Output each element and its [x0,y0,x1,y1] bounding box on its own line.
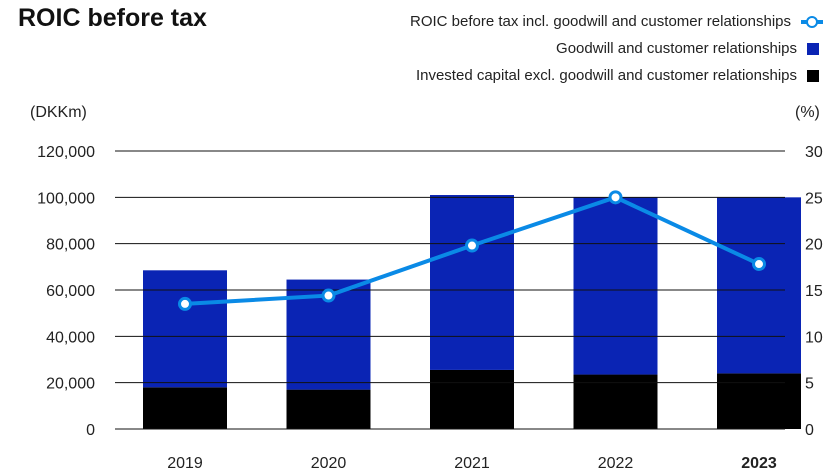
left-axis-unit: (DKKm) [30,104,87,121]
y-left-tick-label: 60,000 [46,283,95,300]
bar-invested-capital-2019 [143,387,227,429]
roic-point-2019 [178,296,192,311]
legend-label-goodwill: Goodwill and customer relationships [556,40,797,57]
y-right-tick-label: 20 [805,237,823,254]
bar-invested-capital-2021 [430,369,514,429]
y-right-tick-label: 15 [805,283,823,300]
legend-item-invested-capital: Invested capital excl. goodwill and cust… [410,62,819,89]
bar-goodwill-2019 [143,270,227,388]
bar-invested-capital-2022 [573,374,658,429]
roic-point-2022 [608,190,623,205]
legend-label-roic: ROIC before tax incl. goodwill and custo… [409,13,791,30]
x-tick-label: 2019 [167,455,203,470]
y-right-tick-label: 0 [805,422,814,439]
legend-item-goodwill: Goodwill and customer relationships [410,35,819,62]
legend: ROIC before tax incl. goodwill and custo… [409,8,823,89]
y-right-tick-label: 5 [805,376,814,393]
legend-swatch-invested-capital [807,69,819,82]
bar-goodwill-2023 [717,197,801,374]
roic-point-2021 [465,238,479,253]
x-tick-label: 2020 [311,455,347,470]
y-right-tick-label: 25 [805,190,823,207]
chart-title: ROIC before tax [18,4,207,32]
y-left-tick-label: 20,000 [46,376,95,393]
right-axis-unit: (%) [795,104,820,121]
y-left-tick-label: 80,000 [46,237,95,254]
y-right-tick-label: 10 [805,329,823,346]
y-left-tick-label: 100,000 [37,190,95,207]
legend-line-marker-icon [801,15,823,28]
x-tick-label: 2021 [454,455,490,470]
y-left-tick-label: 40,000 [46,329,95,346]
legend-item-roic: ROIC before tax incl. goodwill and custo… [409,8,823,35]
y-left-tick-label: 120,000 [37,144,95,161]
bar-goodwill-2022 [573,197,658,375]
bar-invested-capital-2023 [717,373,801,429]
legend-swatch-goodwill [807,42,819,55]
y-right-tick-label: 30 [805,144,823,161]
roic-point-2023 [752,257,766,272]
roic-point-2020 [321,288,336,303]
x-tick-label: 2022 [598,455,634,470]
bar-invested-capital-2020 [286,389,371,429]
legend-label-invested-capital: Invested capital excl. goodwill and cust… [415,67,797,84]
x-tick-label: 2023 [741,455,777,470]
y-left-tick-label: 0 [86,422,95,439]
bar-goodwill-2021 [430,195,514,370]
